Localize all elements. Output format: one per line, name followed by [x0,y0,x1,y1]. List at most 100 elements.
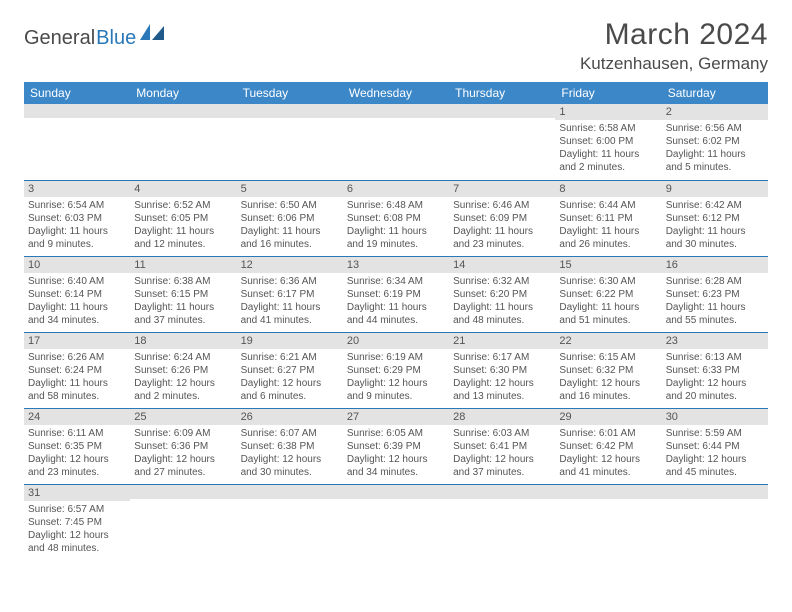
calendar-day-cell: 14Sunrise: 6:32 AMSunset: 6:20 PMDayligh… [449,256,555,332]
month-title: March 2024 [580,18,768,52]
day-number [662,485,768,499]
calendar-day-cell: 25Sunrise: 6:09 AMSunset: 6:36 PMDayligh… [130,408,236,484]
sunrise-text: Sunrise: 6:03 AM [453,427,551,440]
calendar-day-cell: 9Sunrise: 6:42 AMSunset: 6:12 PMDaylight… [662,180,768,256]
calendar-day-cell: 11Sunrise: 6:38 AMSunset: 6:15 PMDayligh… [130,256,236,332]
sunset-text: Sunset: 6:09 PM [453,212,551,225]
day-number: 14 [449,257,555,273]
day-details: Sunrise: 6:13 AMSunset: 6:33 PMDaylight:… [662,349,768,407]
day-header-row: Sunday Monday Tuesday Wednesday Thursday… [24,82,768,104]
calendar-day-cell: 31Sunrise: 6:57 AMSunset: 7:45 PMDayligh… [24,484,130,560]
day-number: 15 [555,257,661,273]
day-number: 16 [662,257,768,273]
daylight-text: Daylight: 12 hours and 20 minutes. [666,377,764,403]
calendar-day-cell: 12Sunrise: 6:36 AMSunset: 6:17 PMDayligh… [237,256,343,332]
calendar-day-cell [130,104,236,180]
calendar-day-cell: 22Sunrise: 6:15 AMSunset: 6:32 PMDayligh… [555,332,661,408]
daylight-text: Daylight: 11 hours and 19 minutes. [347,225,445,251]
calendar-day-cell: 3Sunrise: 6:54 AMSunset: 6:03 PMDaylight… [24,180,130,256]
day-number: 28 [449,409,555,425]
day-details: Sunrise: 6:24 AMSunset: 6:26 PMDaylight:… [130,349,236,407]
day-details: Sunrise: 5:59 AMSunset: 6:44 PMDaylight:… [662,425,768,483]
day-number [343,104,449,118]
day-header: Thursday [449,82,555,104]
title-block: March 2024 Kutzenhausen, Germany [580,18,768,74]
day-details: Sunrise: 6:48 AMSunset: 6:08 PMDaylight:… [343,197,449,255]
daylight-text: Daylight: 11 hours and 16 minutes. [241,225,339,251]
brand-logo: GeneralBlue [24,24,166,52]
day-number: 19 [237,333,343,349]
day-details: Sunrise: 6:07 AMSunset: 6:38 PMDaylight:… [237,425,343,483]
calendar-day-cell: 13Sunrise: 6:34 AMSunset: 6:19 PMDayligh… [343,256,449,332]
sunrise-text: Sunrise: 6:30 AM [559,275,657,288]
sunset-text: Sunset: 6:14 PM [28,288,126,301]
calendar-day-cell [237,484,343,560]
daylight-text: Daylight: 12 hours and 9 minutes. [347,377,445,403]
calendar-day-cell: 18Sunrise: 6:24 AMSunset: 6:26 PMDayligh… [130,332,236,408]
day-details: Sunrise: 6:58 AMSunset: 6:00 PMDaylight:… [555,120,661,178]
day-details: Sunrise: 6:40 AMSunset: 6:14 PMDaylight:… [24,273,130,331]
calendar-day-cell [662,484,768,560]
day-number: 2 [662,104,768,120]
calendar-week-row: 3Sunrise: 6:54 AMSunset: 6:03 PMDaylight… [24,180,768,256]
calendar-day-cell: 23Sunrise: 6:13 AMSunset: 6:33 PMDayligh… [662,332,768,408]
daylight-text: Daylight: 11 hours and 37 minutes. [134,301,232,327]
day-number: 20 [343,333,449,349]
calendar-day-cell: 21Sunrise: 6:17 AMSunset: 6:30 PMDayligh… [449,332,555,408]
daylight-text: Daylight: 11 hours and 26 minutes. [559,225,657,251]
sunrise-text: Sunrise: 6:21 AM [241,351,339,364]
calendar-day-cell [449,104,555,180]
daylight-text: Daylight: 11 hours and 41 minutes. [241,301,339,327]
calendar-day-cell: 28Sunrise: 6:03 AMSunset: 6:41 PMDayligh… [449,408,555,484]
day-number: 21 [449,333,555,349]
sunrise-text: Sunrise: 6:05 AM [347,427,445,440]
day-details: Sunrise: 6:09 AMSunset: 6:36 PMDaylight:… [130,425,236,483]
sunset-text: Sunset: 6:22 PM [559,288,657,301]
day-details: Sunrise: 6:01 AMSunset: 6:42 PMDaylight:… [555,425,661,483]
daylight-text: Daylight: 12 hours and 27 minutes. [134,453,232,479]
day-number [24,104,130,118]
calendar-day-cell [449,484,555,560]
daylight-text: Daylight: 11 hours and 2 minutes. [559,148,657,174]
sunrise-text: Sunrise: 6:46 AM [453,199,551,212]
daylight-text: Daylight: 11 hours and 44 minutes. [347,301,445,327]
day-number: 22 [555,333,661,349]
sunset-text: Sunset: 6:32 PM [559,364,657,377]
daylight-text: Daylight: 11 hours and 48 minutes. [453,301,551,327]
day-number [130,485,236,499]
calendar-day-cell: 15Sunrise: 6:30 AMSunset: 6:22 PMDayligh… [555,256,661,332]
day-header: Tuesday [237,82,343,104]
sunset-text: Sunset: 6:27 PM [241,364,339,377]
day-details: Sunrise: 6:32 AMSunset: 6:20 PMDaylight:… [449,273,555,331]
calendar-day-cell: 17Sunrise: 6:26 AMSunset: 6:24 PMDayligh… [24,332,130,408]
sunset-text: Sunset: 6:33 PM [666,364,764,377]
day-details: Sunrise: 6:05 AMSunset: 6:39 PMDaylight:… [343,425,449,483]
calendar-day-cell: 4Sunrise: 6:52 AMSunset: 6:05 PMDaylight… [130,180,236,256]
sunrise-text: Sunrise: 6:52 AM [134,199,232,212]
daylight-text: Daylight: 12 hours and 2 minutes. [134,377,232,403]
calendar-day-cell: 24Sunrise: 6:11 AMSunset: 6:35 PMDayligh… [24,408,130,484]
daylight-text: Daylight: 12 hours and 6 minutes. [241,377,339,403]
day-details: Sunrise: 6:17 AMSunset: 6:30 PMDaylight:… [449,349,555,407]
sunset-text: Sunset: 6:03 PM [28,212,126,225]
sunrise-text: Sunrise: 6:36 AM [241,275,339,288]
calendar-day-cell: 16Sunrise: 6:28 AMSunset: 6:23 PMDayligh… [662,256,768,332]
calendar-table: Sunday Monday Tuesday Wednesday Thursday… [24,82,768,560]
daylight-text: Daylight: 12 hours and 48 minutes. [28,529,126,555]
day-details: Sunrise: 6:44 AMSunset: 6:11 PMDaylight:… [555,197,661,255]
day-number: 3 [24,181,130,197]
day-number: 24 [24,409,130,425]
sunrise-text: Sunrise: 6:42 AM [666,199,764,212]
day-header: Sunday [24,82,130,104]
day-number: 29 [555,409,661,425]
daylight-text: Daylight: 11 hours and 23 minutes. [453,225,551,251]
daylight-text: Daylight: 11 hours and 5 minutes. [666,148,764,174]
calendar-week-row: 31Sunrise: 6:57 AMSunset: 7:45 PMDayligh… [24,484,768,560]
daylight-text: Daylight: 12 hours and 30 minutes. [241,453,339,479]
calendar-day-cell: 29Sunrise: 6:01 AMSunset: 6:42 PMDayligh… [555,408,661,484]
day-number [449,104,555,118]
sunrise-text: Sunrise: 6:40 AM [28,275,126,288]
sunrise-text: Sunrise: 6:07 AM [241,427,339,440]
calendar-day-cell: 7Sunrise: 6:46 AMSunset: 6:09 PMDaylight… [449,180,555,256]
sunset-text: Sunset: 6:17 PM [241,288,339,301]
